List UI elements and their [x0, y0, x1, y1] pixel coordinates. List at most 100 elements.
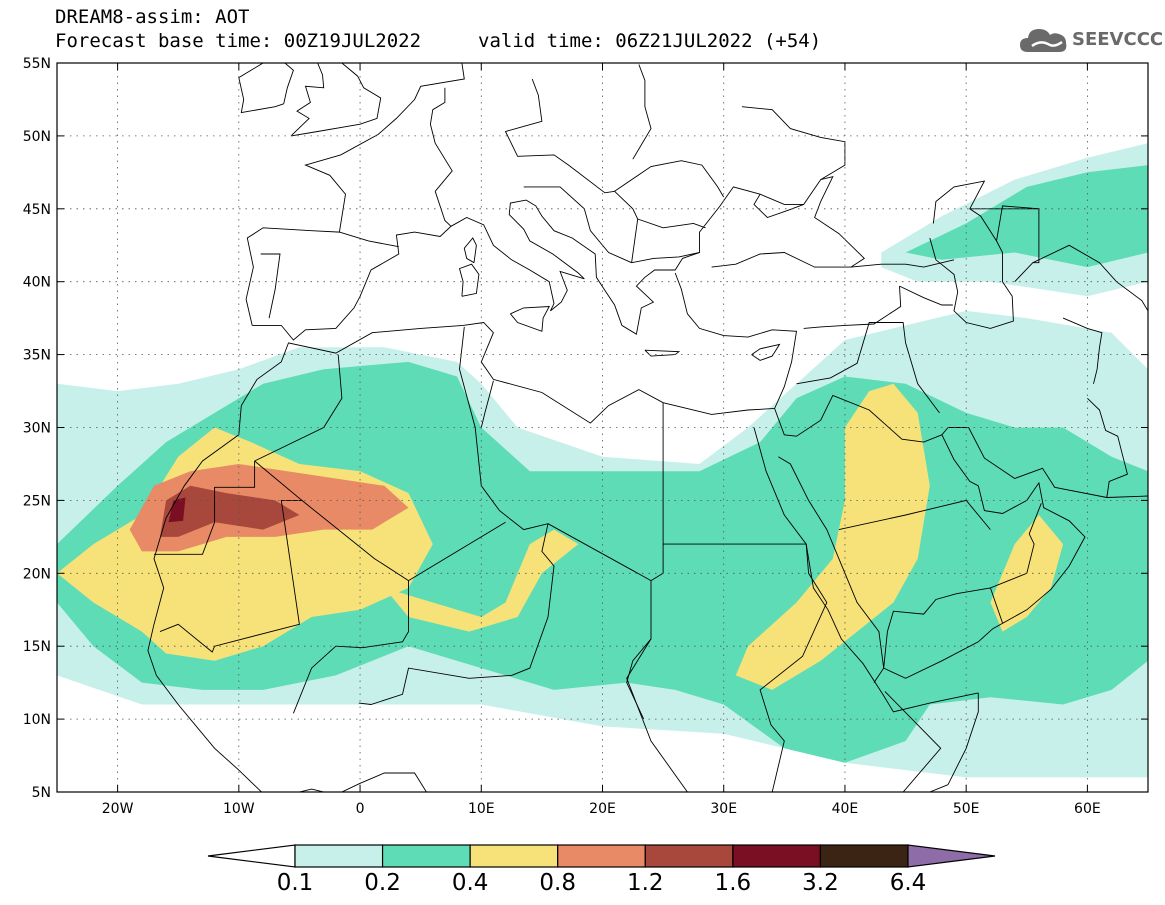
colorbar-label: 0.4	[451, 870, 489, 896]
boundary-line	[408, 521, 506, 581]
lat-tick-label: 45N	[23, 202, 51, 218]
forecast-base-time: Forecast base time: 00Z19JUL2022	[55, 30, 422, 52]
boundary-line	[510, 306, 550, 332]
colorbar-label: 1.6	[714, 870, 752, 896]
map-title: DREAM8-assim: AOT	[55, 6, 250, 28]
boundary-line	[290, 63, 382, 137]
boundary-line	[644, 349, 681, 357]
boundary-line	[458, 263, 480, 297]
boundary-line	[523, 186, 632, 264]
colorbar-segment	[469, 844, 559, 868]
colorbar-label: 3.2	[802, 870, 839, 896]
colorbar-label: 0.1	[276, 870, 314, 896]
colorbar-segment	[294, 844, 384, 868]
lat-tick-label: 30N	[23, 421, 51, 437]
boundary-line	[850, 259, 955, 268]
colorbar-label: 0.8	[539, 870, 576, 896]
boundary-line	[147, 272, 798, 651]
boundary-line	[626, 638, 688, 792]
boundary-line	[948, 427, 1148, 498]
lat-tick-label: 40N	[23, 275, 51, 291]
lon-tick-label: 30E	[710, 801, 737, 817]
boundary-line	[989, 587, 1003, 624]
graticule	[57, 63, 1148, 792]
lat-tick-label: 35N	[23, 348, 51, 364]
lon-tick-label: 40E	[832, 801, 859, 817]
aot-region-level-3	[384, 529, 579, 632]
lon-tick-label: 10E	[468, 801, 495, 817]
boundary-line	[290, 63, 325, 137]
boundary-line	[260, 253, 281, 319]
boundary-line	[632, 64, 652, 160]
colorbar-segment	[819, 844, 909, 868]
boundary-line	[741, 106, 846, 180]
boundary-line	[297, 772, 427, 792]
aot-region-level-2	[905, 165, 1148, 268]
boundary-line	[753, 427, 979, 713]
colorbar-segment	[557, 844, 646, 868]
boundary-line	[873, 503, 1042, 683]
lon-tick-label: 0	[356, 801, 365, 817]
boundary-line	[147, 650, 263, 792]
axis-ticks: 20W 10W 0 10E 20E 30E 40E 50E 60E 5N 10N 15N 20N 25N 3…	[23, 56, 1148, 817]
colorbar-segment	[644, 844, 734, 868]
boundary-line	[358, 667, 512, 705]
boundary-line	[238, 63, 294, 114]
boundary-line	[996, 205, 1040, 283]
boundary-line	[292, 500, 409, 714]
colorbar-segment	[381, 844, 471, 868]
boundary-line	[463, 237, 477, 264]
colorbar-segment	[907, 844, 996, 868]
boundary-line	[434, 191, 452, 227]
boundary-line	[929, 784, 949, 792]
boundary-line	[504, 78, 639, 263]
boundary-line	[947, 692, 979, 785]
colorbar-segment	[732, 844, 822, 868]
boundary-line	[774, 394, 943, 443]
boundary-line	[759, 544, 942, 792]
logo-text: SEEVCCC	[1072, 29, 1164, 50]
lat-tick-label: 50N	[23, 129, 51, 145]
lon-tick-label: 10W	[223, 801, 255, 817]
boundary-line	[614, 160, 725, 198]
colorbar-label: 6.4	[889, 870, 927, 896]
boundary-line	[899, 285, 953, 306]
lat-tick-label: 5N	[32, 785, 51, 801]
boundary-line	[252, 176, 866, 341]
boundary-line	[650, 544, 664, 581]
boundary-line	[637, 218, 706, 229]
lat-tick-label: 20N	[23, 566, 51, 582]
boundary-line	[1062, 317, 1103, 384]
boundary-line	[547, 523, 652, 720]
boundary-line	[1087, 397, 1128, 498]
colorbar-label: 0.2	[364, 870, 401, 896]
lat-tick-label: 10N	[23, 712, 51, 728]
boundary-line	[753, 193, 804, 219]
lat-tick-label: 55N	[23, 56, 51, 72]
coastlines-borders	[147, 63, 1148, 792]
lat-tick-label: 15N	[23, 639, 51, 655]
colorbar-segment	[207, 844, 296, 868]
boundary-line	[1032, 244, 1148, 312]
boundary-line	[796, 322, 940, 414]
aot-region-level-3	[735, 383, 930, 690]
lon-tick-label: 20W	[102, 801, 134, 817]
boundary-line	[245, 63, 465, 326]
seevccc-logo: SEEVCCC	[1018, 22, 1163, 56]
boundary-line	[254, 354, 343, 462]
valid-time: valid time: 06Z21JUL2022 (+54)	[478, 30, 822, 52]
aot-region-level-6	[168, 497, 186, 523]
cloud-icon	[1020, 29, 1067, 52]
boundary-line	[339, 231, 399, 248]
colorbar	[207, 844, 996, 868]
boundary-line	[480, 380, 494, 428]
boundary-line	[929, 180, 1014, 329]
boundary-line	[429, 87, 453, 192]
boundary-line	[154, 461, 256, 555]
colorbar-label: 1.2	[626, 870, 664, 896]
lon-tick-label: 50E	[953, 801, 980, 817]
lon-tick-label: 20E	[589, 801, 616, 817]
boundary-line	[459, 326, 555, 676]
boundary-line	[803, 286, 902, 329]
